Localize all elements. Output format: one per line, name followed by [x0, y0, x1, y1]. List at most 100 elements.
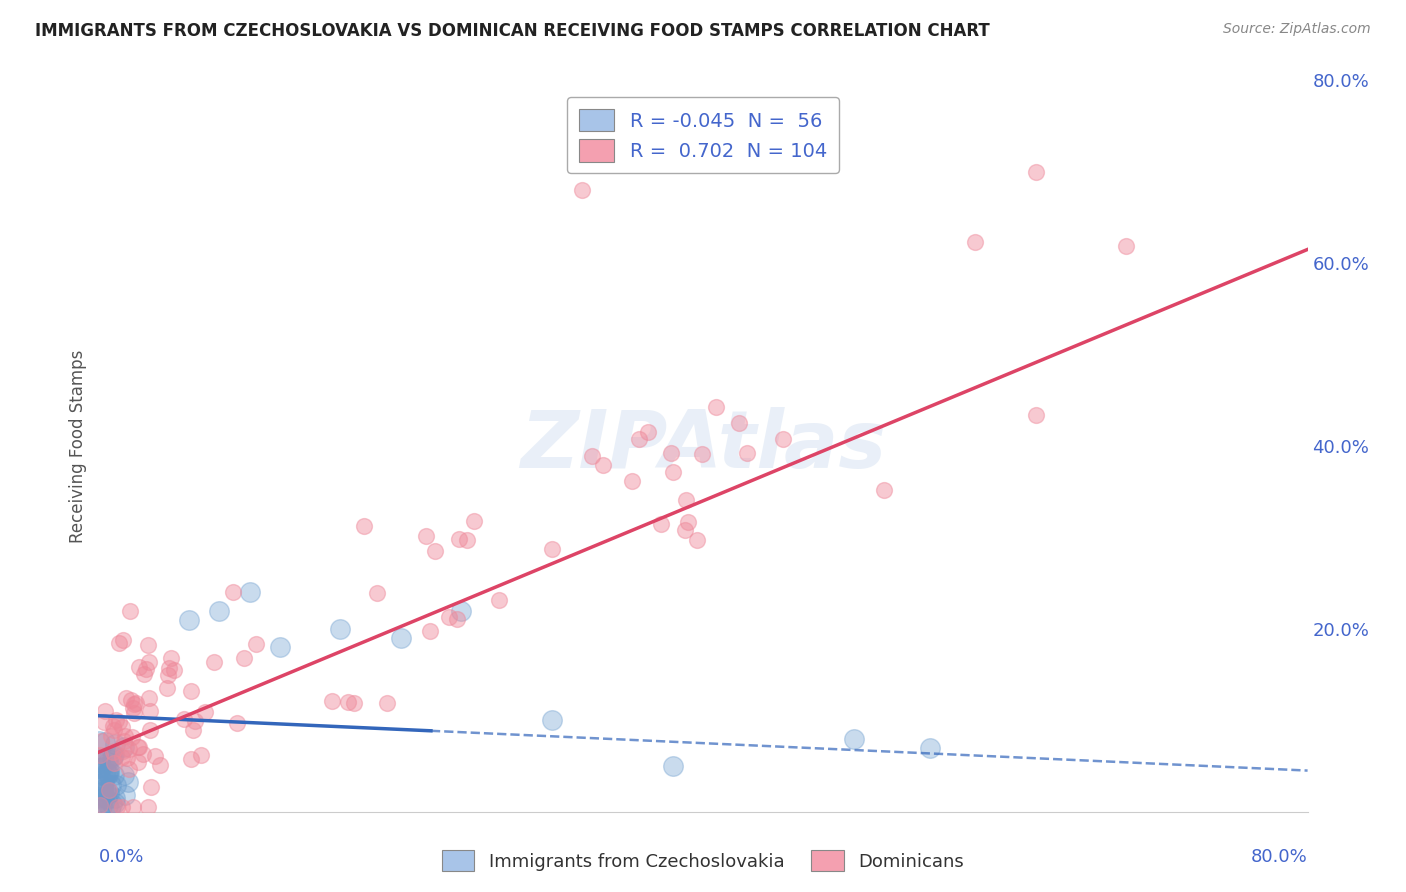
- Point: [873, 483, 896, 497]
- Point: [97, 799, 120, 814]
- Text: 80.0%: 80.0%: [1251, 848, 1308, 866]
- Point: [111, 749, 134, 764]
- Point: [735, 446, 758, 460]
- Point: [128, 660, 150, 674]
- Point: [108, 636, 131, 650]
- Point: [180, 684, 202, 698]
- Point: [118, 741, 141, 756]
- Point: [446, 612, 468, 626]
- Text: IMMIGRANTS FROM CZECHOSLOVAKIA VS DOMINICAN RECEIVING FOOD STAMPS CORRELATION CH: IMMIGRANTS FROM CZECHOSLOVAKIA VS DOMINI…: [35, 22, 990, 40]
- Point: [94, 783, 117, 797]
- Point: [637, 425, 659, 439]
- Point: [107, 714, 129, 729]
- Point: [93, 714, 115, 729]
- Point: [135, 662, 157, 676]
- Point: [337, 695, 360, 709]
- Point: [661, 759, 683, 773]
- Point: [117, 775, 139, 789]
- Point: [101, 797, 124, 811]
- Point: [89, 734, 111, 748]
- Point: [97, 755, 120, 769]
- Point: [437, 610, 460, 624]
- Point: [136, 799, 159, 814]
- Point: [1024, 164, 1046, 178]
- Point: [91, 782, 114, 797]
- Text: 0.0%: 0.0%: [98, 848, 143, 866]
- Point: [143, 748, 166, 763]
- Point: [208, 603, 231, 617]
- Point: [184, 714, 207, 729]
- Point: [90, 799, 112, 814]
- Point: [157, 668, 180, 682]
- Point: [571, 183, 593, 197]
- Point: [97, 767, 120, 781]
- Point: [90, 734, 112, 748]
- Point: [97, 752, 120, 766]
- Point: [104, 778, 127, 792]
- Point: [93, 774, 115, 789]
- Point: [89, 797, 111, 812]
- Point: [194, 706, 217, 720]
- Point: [104, 791, 127, 805]
- Point: [94, 735, 117, 749]
- Point: [728, 417, 751, 431]
- Point: [447, 532, 470, 546]
- Point: [269, 640, 291, 655]
- Point: [93, 768, 115, 782]
- Point: [139, 704, 162, 718]
- Point: [89, 800, 111, 814]
- Point: [179, 613, 201, 627]
- Point: [141, 780, 163, 795]
- Point: [114, 788, 136, 802]
- Point: [98, 802, 121, 816]
- Point: [121, 730, 143, 744]
- Point: [124, 706, 146, 721]
- Point: [138, 690, 160, 705]
- Point: [89, 755, 111, 769]
- Point: [125, 696, 148, 710]
- Point: [676, 515, 699, 529]
- Point: [138, 723, 160, 738]
- Point: [93, 789, 115, 804]
- Point: [149, 758, 172, 772]
- Point: [97, 763, 120, 777]
- Point: [620, 474, 643, 488]
- Point: [321, 694, 343, 708]
- Point: [222, 585, 245, 599]
- Point: [659, 446, 682, 460]
- Point: [662, 465, 685, 479]
- Point: [89, 760, 111, 774]
- Point: [343, 696, 366, 710]
- Point: [115, 690, 138, 705]
- Point: [675, 492, 697, 507]
- Point: [115, 751, 138, 765]
- Point: [132, 747, 155, 762]
- Point: [91, 779, 114, 793]
- Point: [181, 723, 204, 738]
- Point: [375, 696, 398, 710]
- Point: [103, 768, 125, 782]
- Point: [540, 541, 562, 556]
- Legend: Immigrants from Czechoslovakia, Dominicans: Immigrants from Czechoslovakia, Dominica…: [434, 843, 972, 879]
- Point: [114, 730, 136, 744]
- Point: [97, 767, 120, 781]
- Text: ZIPAtlas: ZIPAtlas: [520, 407, 886, 485]
- Point: [329, 622, 352, 636]
- Point: [100, 778, 122, 792]
- Point: [103, 756, 125, 770]
- Point: [124, 697, 146, 711]
- Point: [103, 723, 125, 738]
- Point: [156, 681, 179, 695]
- Point: [157, 660, 180, 674]
- Point: [105, 713, 128, 727]
- Point: [89, 752, 111, 766]
- Point: [112, 740, 135, 755]
- Point: [120, 692, 142, 706]
- Point: [118, 604, 141, 618]
- Point: [111, 632, 134, 647]
- Point: [121, 800, 143, 814]
- Point: [627, 433, 650, 447]
- Point: [96, 791, 118, 805]
- Point: [128, 740, 150, 755]
- Point: [101, 718, 124, 732]
